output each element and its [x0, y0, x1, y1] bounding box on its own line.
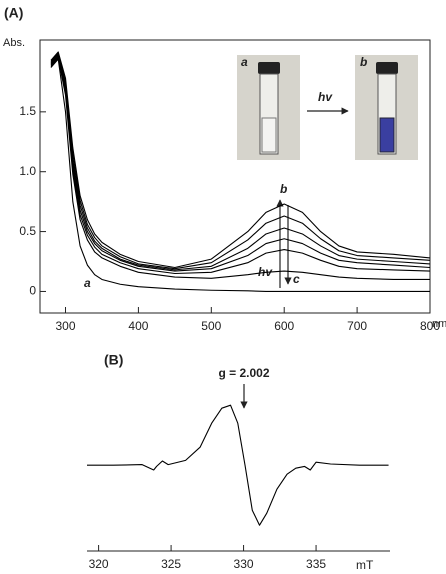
spectrum-line [50, 56, 431, 275]
inset-label: b [360, 55, 367, 69]
vial-cap [258, 62, 280, 74]
x-tick-label: 500 [201, 319, 221, 333]
spectrum-line [50, 55, 431, 272]
y-tick-label: 0 [29, 284, 36, 298]
plot-frame [39, 39, 431, 314]
spectrum-line [50, 52, 431, 270]
panel-label: (A) [4, 5, 23, 21]
x-tick-label: 400 [128, 319, 148, 333]
annotation: b [280, 182, 287, 196]
annotation: a [84, 276, 91, 290]
y-axis-label: Abs. [3, 37, 25, 49]
inset-photos [237, 55, 418, 160]
x-tick-label: 330 [234, 557, 254, 571]
x-tick-label: 700 [347, 319, 367, 333]
vial-cap [376, 62, 398, 74]
inset-arrow-label: hv [318, 90, 333, 104]
panel-label: (B) [104, 352, 123, 368]
x-axis-label: nm [432, 318, 446, 330]
annotation: c [293, 272, 300, 286]
annotation: g = 2.002 [218, 366, 269, 380]
y-tick-label: 0.5 [19, 224, 36, 238]
x-tick-label: 300 [55, 319, 75, 333]
x-tick-label: 800 [420, 319, 440, 333]
vial-liquid [379, 117, 395, 153]
x-tick-label: 320 [89, 557, 109, 571]
spectrum-line [50, 57, 430, 281]
y-tick-label: 1.5 [19, 104, 36, 118]
x-tick-label: 600 [274, 319, 294, 333]
spectrum-line [50, 58, 430, 292]
spectrum-line [50, 51, 431, 269]
spectrum-line [87, 404, 389, 526]
spectrum-line [50, 53, 431, 271]
x-tick-label: 325 [161, 557, 181, 571]
x-axis-label: mT [356, 558, 374, 572]
inset-label: a [241, 55, 248, 69]
y-tick-label: 1.0 [19, 164, 36, 178]
vial-liquid [261, 117, 277, 153]
x-tick-label: 335 [306, 557, 326, 571]
